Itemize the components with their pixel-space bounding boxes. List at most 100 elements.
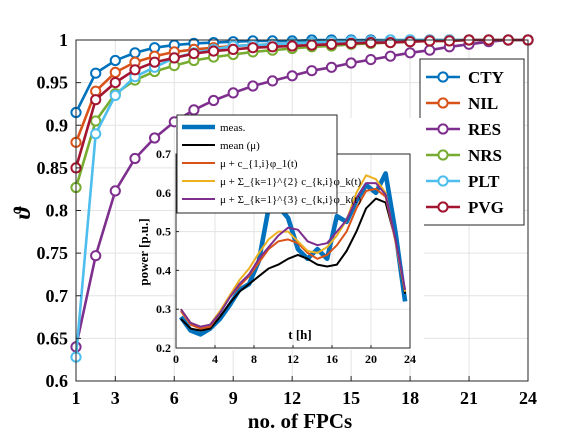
main-x-tick-label: 1 [72,388,81,408]
main-point-pvg [168,52,180,64]
main-point-pvg [109,77,121,89]
main-point-res [365,54,377,66]
inset-x-tick-label: 0 [173,352,179,366]
main-legend-label-cty: CTY [468,68,504,87]
inset-legend: meas. mean (μ) μ + c_{1,i}φ_1(t) μ + Σ_{k=1… [176,114,362,214]
main-x-tick-label: 12 [283,388,301,408]
main-y-tick-label: 0.65 [37,328,69,348]
main-legend-marker-plt [437,175,449,187]
main-point-res [266,75,279,87]
main-y-tick-label: 0.9 [46,115,69,135]
main-y-tick-label: 0.6 [46,371,69,391]
main-legend-label-nil: NIL [468,94,498,113]
main-y-tick-label: 0.95 [37,73,69,93]
inset-legend-label-mean: mean (μ) [220,140,260,152]
inset-y-tick-label: 0.3 [156,302,171,316]
main-point-plt [90,128,102,140]
main-legend: CTY NIL RES NRS PLT PVG [419,58,525,226]
inset-axes: 0 4 8 12 16 20 24 0.2 0.3 0.4 0.5 0.6 0.7 [156,147,416,366]
main-point-res [325,61,338,73]
main-point-nil [109,66,121,79]
main-x-tick-label: 9 [229,388,238,408]
main-point-pvg [90,94,102,106]
main-point-res [188,104,200,116]
main-y-tick-label: 1 [59,30,68,50]
inset-legend-label-k-1-2-c-k-i-k-t: μ + Σ_{k=1}^{2} c_{k,i}φ_k(t) [220,176,362,188]
main-point-res [247,80,259,92]
main-x-tick-label: 18 [401,388,419,408]
main-point-pvg [208,45,220,57]
main-point-res [384,50,396,62]
main-y-tick-label: 0.75 [37,243,69,263]
main-point-pvg [227,43,239,56]
inset-legend-label-meas: meas. [220,122,246,134]
main-legend-box [419,58,525,226]
main-point-cty [129,47,141,59]
inset-y-tick-label: 0.7 [156,147,171,161]
inset-x-axis-label: t [h] [288,327,311,342]
main-y-tick-label: 0.7 [46,286,69,306]
inset-x-tick-label: 20 [365,352,377,366]
main-legend-marker-pvg [437,201,449,213]
main-axes: 1 3 6 9 12 15 18 21 240.60.650.70.750.80.850.90.… [37,30,538,408]
inset-x-tick-label: 4 [212,352,218,366]
main-point-res [109,185,121,197]
inset-x-tick-label: 8 [251,352,257,366]
inset-series-line-k-1-3-c-k-i-k-t [180,182,407,328]
main-point-pvg [424,35,436,47]
inset-series-line-mean [180,197,407,332]
main-point-res [424,44,436,56]
main-point-cty [109,54,121,67]
main-legend-marker-cty [437,71,449,83]
main-legend-marker-res [437,123,449,135]
main-point-pvg [286,40,298,52]
main-y-tick-label: 0.8 [46,201,69,221]
main-point-pvg [384,37,396,49]
inset-x-tick-label: 12 [287,352,299,366]
main-point-res [404,47,416,59]
inset-series-line-k-1-2-c-k-i-k-t [180,174,407,328]
inset-y-tick-label: 0.4 [156,263,171,277]
main-point-res [345,57,357,69]
inset-y-tick-label: 0.6 [156,186,171,200]
main-x-tick-label: 15 [342,388,360,408]
main-point-res [286,70,298,82]
main-y-axis-label: ϑ [10,206,35,219]
inset-y-tick-label: 0.5 [156,225,171,239]
main-legend-label-pvg: PVG [468,198,504,217]
main-point-plt [109,89,121,102]
main-point-pvg [247,42,259,54]
main-x-tick-label: 21 [460,388,478,408]
inset-x-tick-label: 16 [326,352,338,366]
main-point-res [306,65,318,77]
main-point-pvg [345,37,357,50]
main-legend-label-nrs: NRS [468,146,502,165]
main-point-pvg [266,41,279,53]
main-point-res [90,250,102,262]
main-y-tick-label: 0.85 [37,158,69,178]
main-point-res [149,132,161,144]
main-x-tick-label: 6 [170,388,179,408]
main-point-res [208,94,220,107]
main-legend-marker-nrs [437,149,449,161]
main-point-pvg [325,38,338,50]
inset-legend-label-c-1-i-1-t: μ + c_{1,i}φ_1(t) [220,158,298,170]
main-point-nrs [90,115,102,127]
inset-legend-label-k-1-3-c-k-i-k-t: μ + Σ_{k=1}^{3} c_{k,i}φ_k(t) [220,194,362,206]
main-x-axis-label: no. of FPCs [248,409,352,433]
main-point-pvg [149,56,161,68]
inset-x-tick-label: 24 [404,352,416,366]
inset-y-tick-label: 0.2 [156,341,171,355]
main-point-pvg [129,64,141,76]
main-point-pvg [443,35,455,47]
main-point-pvg [365,37,377,49]
main-point-pvg [306,39,318,51]
main-point-pvg [188,48,200,60]
main-legend-label-res: RES [468,120,501,139]
main-x-tick-label: 3 [111,388,120,408]
main-point-pvg [404,36,416,48]
inset-chart: 0 4 8 12 16 20 24 0.2 0.3 0.4 0.5 0.6 0.7 meas. mean … [136,114,424,366]
main-point-res [129,152,141,165]
inset-y-axis-label: power [p.u.] [136,218,151,285]
